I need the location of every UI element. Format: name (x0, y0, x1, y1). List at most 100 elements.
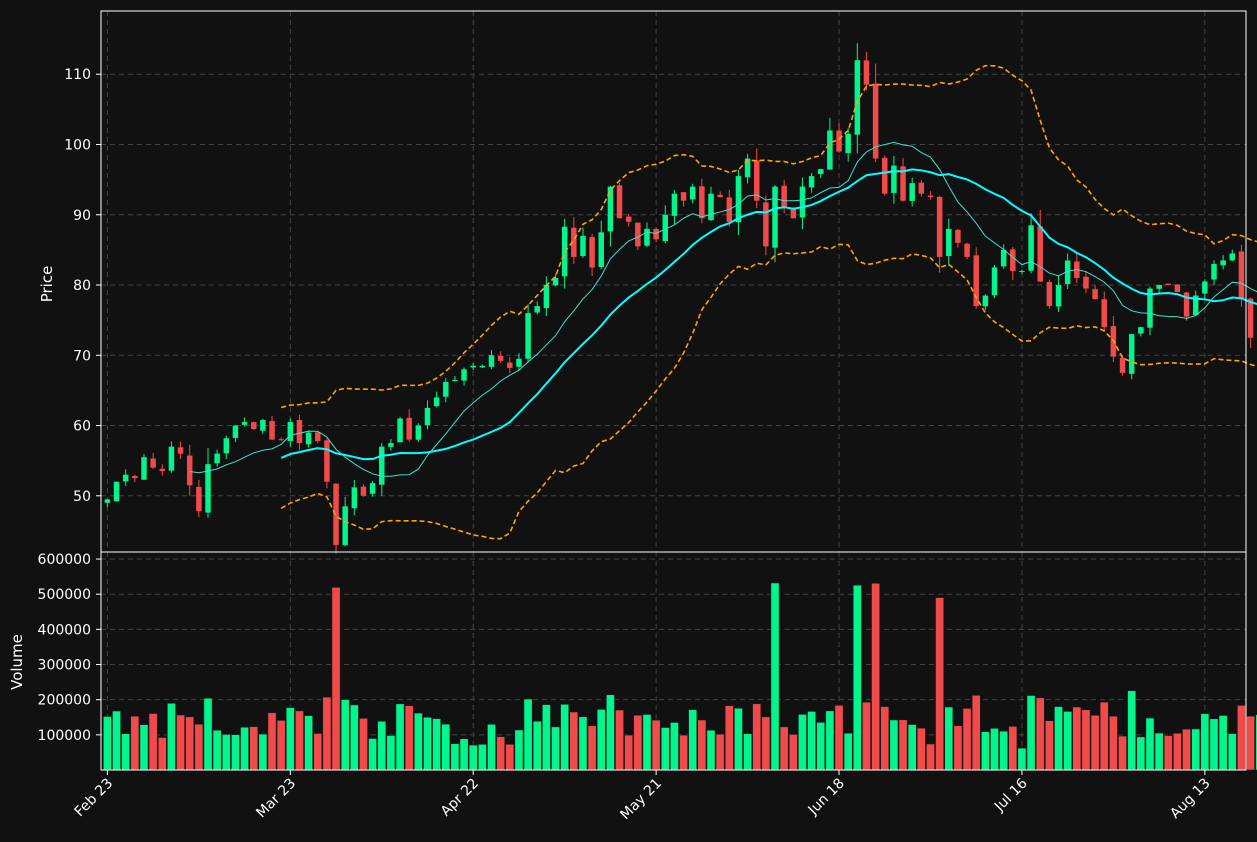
volume-bar (706, 729, 716, 771)
volume-bar (551, 726, 560, 771)
volume-bar (578, 716, 588, 771)
candle-body (653, 228, 659, 240)
candle-body (1019, 270, 1025, 272)
candle-body (342, 506, 348, 546)
volume-bar (724, 705, 734, 771)
candle-body (680, 192, 687, 201)
volume-bar (1145, 717, 1155, 771)
volume-bar (1163, 735, 1173, 771)
candle-body (863, 60, 870, 85)
volume-bar (514, 729, 524, 771)
volume-bar (1026, 695, 1036, 771)
candle-body (470, 365, 476, 368)
volume-bar (130, 715, 140, 771)
volume-bar (441, 723, 451, 771)
volume-bar (1063, 711, 1073, 771)
volume-bar (688, 709, 698, 771)
x-tick-label: Apr 22 (438, 776, 482, 820)
candle-body (278, 439, 284, 441)
candle-body (507, 362, 513, 368)
candle-body (379, 446, 385, 485)
volume-bar (898, 719, 908, 771)
volume-bar (734, 707, 743, 771)
volume-bar (1218, 715, 1228, 771)
volume-bar (212, 729, 222, 771)
volume-bar (404, 705, 414, 771)
candle-body (735, 176, 742, 223)
volume-bar (999, 730, 1009, 771)
candle-body (571, 227, 577, 257)
candle-body (1092, 289, 1098, 300)
candle-body (607, 186, 614, 232)
volume-bar (660, 727, 670, 771)
candle-body (333, 483, 339, 545)
volume-bar (916, 727, 926, 771)
volume-bar (816, 721, 826, 771)
candle-body (580, 235, 586, 257)
volume-bar (1072, 706, 1082, 771)
candle-body (817, 169, 824, 175)
candle-body (991, 267, 998, 296)
candle-body (1202, 281, 1208, 294)
candle-body (1165, 283, 1172, 286)
volume-bar (642, 714, 652, 771)
candle-body (1119, 357, 1126, 373)
volume-bar (459, 738, 469, 771)
candle-body (872, 83, 879, 159)
volume-bar (651, 719, 661, 771)
volume-bar (313, 733, 323, 771)
volume-bar (322, 696, 332, 771)
candle-body (744, 158, 751, 178)
volume-bar (496, 736, 506, 771)
x-tick-label: Mar 23 (253, 776, 299, 822)
candle-body (836, 130, 842, 152)
volume-bar (889, 719, 899, 771)
volume-bar (807, 711, 817, 771)
candle-body (552, 277, 559, 286)
volume-bar (148, 713, 158, 771)
volume-bar (953, 725, 963, 771)
volume-bar (267, 712, 277, 771)
candle-body (644, 228, 650, 246)
volume-bar (340, 699, 350, 771)
candle-body (854, 60, 861, 135)
volume-bar (1136, 736, 1146, 771)
volume-bar (285, 707, 295, 771)
candle-body (845, 133, 851, 154)
volume-bar (788, 734, 798, 771)
volume-bar (935, 597, 945, 771)
volume-bar (615, 709, 624, 771)
volume-bar (304, 715, 314, 771)
volume-bar (423, 716, 432, 771)
candle-body (205, 464, 211, 513)
volume-bar (102, 716, 112, 771)
volume-bar (139, 724, 149, 771)
volume-tick-label: 200000 (38, 693, 91, 709)
candle-body (799, 186, 806, 218)
volume-bar (276, 720, 286, 771)
volume-bar (295, 710, 304, 771)
volume-bar (386, 735, 396, 771)
volume-bar (1090, 714, 1100, 771)
candle-body (287, 422, 294, 441)
candle-body (177, 447, 184, 454)
volume-axis-label: Volume (8, 634, 26, 690)
x-tick-label: Jun 18 (805, 776, 848, 819)
candle-body (589, 237, 595, 268)
candle-body (753, 160, 760, 201)
volume-bar (862, 701, 871, 771)
volume-bar (395, 703, 405, 771)
candle-body (955, 229, 961, 243)
candle-body (388, 443, 394, 447)
candle-body (397, 418, 403, 443)
volume-bar (157, 737, 167, 771)
volume-bar (669, 722, 679, 771)
candle-body (223, 438, 230, 454)
candle-body (790, 208, 797, 219)
candle-body (433, 397, 440, 407)
candle-body (250, 422, 257, 430)
volume-bar (413, 712, 423, 771)
price-tick-label: 100 (64, 137, 91, 153)
volume-tick-label: 500000 (38, 587, 91, 603)
sma-fast-line (189, 141, 1257, 477)
